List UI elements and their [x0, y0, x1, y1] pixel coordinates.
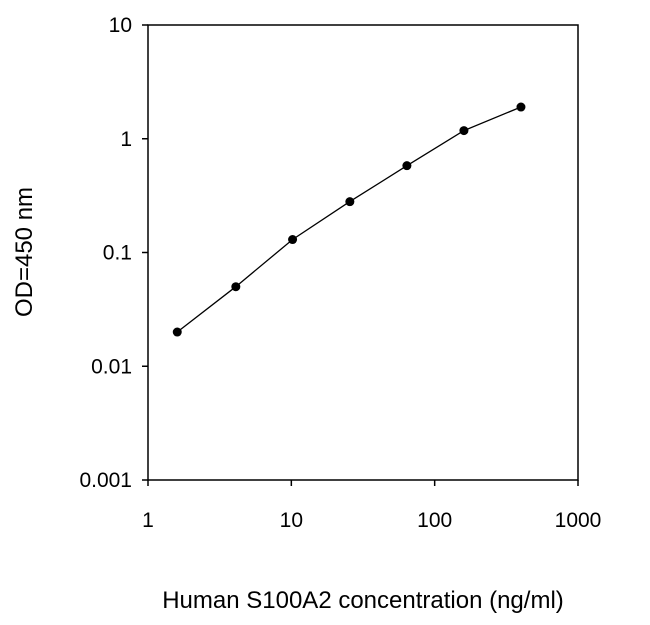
y-tick-label: 0.1	[103, 242, 132, 265]
data-point	[288, 235, 298, 245]
series-line	[176, 106, 522, 333]
data-point	[402, 161, 412, 171]
y-tick-label: 0.001	[79, 469, 132, 492]
data-point	[231, 282, 241, 292]
x-tick-label: 10	[280, 509, 303, 532]
plot-area	[147, 24, 579, 481]
y-axis-title: OD=450 nm	[11, 187, 38, 317]
y-tick-label: 10	[109, 14, 132, 37]
x-tick-label: 100	[417, 509, 452, 532]
data-point	[459, 126, 469, 136]
x-tick-label: 1	[142, 509, 154, 532]
y-tick-label: 1	[120, 128, 132, 151]
data-point	[516, 102, 526, 112]
x-tick-label: 1000	[555, 509, 602, 532]
series-layer	[172, 102, 526, 337]
x-axis-title: Human S100A2 concentration (ng/ml)	[162, 587, 564, 614]
data-point	[172, 327, 182, 337]
x-axis-ticks: 1 10 100 1000	[142, 480, 601, 532]
y-axis-ticks: 0.001 0.01 0.1 1 10	[79, 14, 148, 492]
data-point	[345, 197, 355, 207]
y-tick-label: 0.01	[91, 355, 132, 378]
